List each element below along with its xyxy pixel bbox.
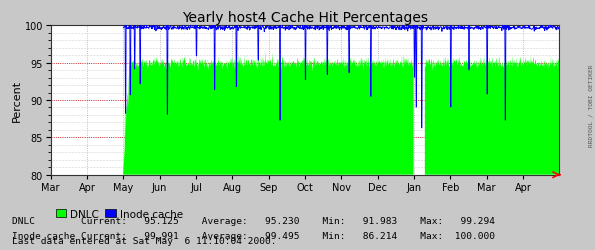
- Text: Inode cache Current:   99.991    Average:   99.495    Min:   86.214    Max:  100: Inode cache Current: 99.991 Average: 99.…: [12, 231, 495, 240]
- Text: Last data entered at Sat May  6 11:10:04 2000.: Last data entered at Sat May 6 11:10:04 …: [12, 236, 277, 246]
- Title: Yearly host4 Cache Hit Percentages: Yearly host4 Cache Hit Percentages: [182, 11, 428, 25]
- Text: DNLC        Current:   95.125    Average:   95.230    Min:   91.983    Max:   99: DNLC Current: 95.125 Average: 95.230 Min…: [12, 216, 495, 225]
- Y-axis label: Percent: Percent: [12, 80, 22, 122]
- Legend: DNLC, Inode cache: DNLC, Inode cache: [56, 209, 183, 219]
- Text: RRDTOOL / TOBI OETIKER: RRDTOOL / TOBI OETIKER: [588, 64, 593, 146]
